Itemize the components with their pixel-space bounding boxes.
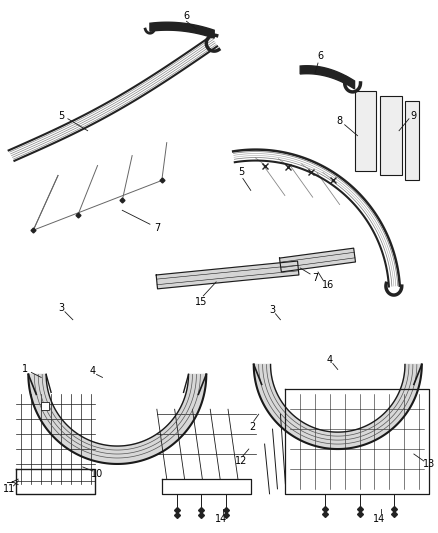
Text: 3: 3 [58,303,64,313]
Text: 10: 10 [92,469,104,479]
Text: 6: 6 [184,11,190,21]
Text: 13: 13 [423,459,435,469]
Polygon shape [254,365,422,449]
Bar [380,96,402,175]
Bar [355,91,376,171]
Polygon shape [28,375,206,464]
Polygon shape [156,261,299,289]
Text: 16: 16 [322,280,334,290]
Text: 14: 14 [215,514,227,524]
Text: 14: 14 [373,514,385,524]
Text: 2: 2 [250,422,256,432]
Text: 15: 15 [195,297,208,307]
Text: 4: 4 [89,367,95,376]
Polygon shape [279,248,356,272]
Text: 7: 7 [312,273,318,283]
Bar [41,402,49,410]
Text: 4: 4 [327,354,333,365]
Text: 3: 3 [269,305,276,315]
Text: 8: 8 [337,116,343,126]
Text: 7: 7 [154,223,160,233]
Text: 6: 6 [317,51,323,61]
Text: 11: 11 [3,484,15,494]
Text: 5: 5 [238,167,244,177]
Polygon shape [300,66,355,89]
Text: 5: 5 [58,111,64,121]
Text: 1: 1 [22,365,28,375]
Polygon shape [150,22,214,38]
Bar [405,101,419,181]
Text: 12: 12 [235,456,247,466]
Text: 9: 9 [411,111,417,121]
